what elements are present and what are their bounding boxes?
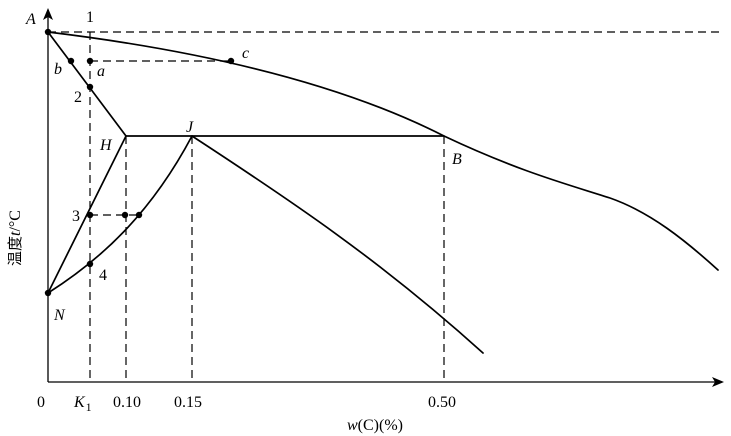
label-A: A bbox=[25, 11, 36, 28]
point-2-dot bbox=[86, 83, 94, 91]
y-axis-label-pre: 温度 bbox=[6, 236, 24, 266]
point-A-dot bbox=[44, 28, 52, 36]
x-tick-k1-sub: 1 bbox=[86, 400, 92, 414]
label-3: 3 bbox=[72, 208, 80, 225]
point-b-dot bbox=[67, 57, 75, 65]
x-tick-k1-base: K bbox=[73, 394, 86, 411]
point-N-dot bbox=[44, 289, 52, 297]
y-axis-label: 温度t/°C bbox=[6, 210, 24, 266]
liquidus-curve bbox=[47, 31, 719, 271]
x-tick-0.50: 0.50 bbox=[428, 394, 456, 411]
label-J: J bbox=[186, 119, 194, 136]
label-4: 4 bbox=[99, 267, 107, 284]
x-tick-k1: K1 bbox=[73, 394, 92, 414]
line-AH bbox=[47, 31, 127, 137]
x-axis-label: w(C)(%) bbox=[347, 417, 403, 434]
x-axis-label-var: w bbox=[347, 417, 358, 434]
x-tick-0.10: 0.10 bbox=[113, 394, 141, 411]
point-3-right-dot bbox=[135, 211, 143, 219]
label-B: B bbox=[452, 151, 462, 168]
point-a-dot bbox=[86, 57, 94, 65]
y-axis-label-unit: /°C bbox=[7, 210, 24, 232]
label-b: b bbox=[54, 61, 62, 78]
label-2: 2 bbox=[74, 89, 82, 106]
label-c: c bbox=[242, 45, 249, 62]
x-tick-0: 0 bbox=[37, 394, 45, 411]
label-a: a bbox=[97, 63, 105, 80]
line-J-down bbox=[191, 135, 484, 354]
point-3-dot bbox=[86, 211, 94, 219]
line-NJ bbox=[47, 135, 193, 294]
point-3-mid-dot bbox=[121, 211, 129, 219]
point-c-dot bbox=[227, 57, 235, 65]
x-axis-label-rest: (C)(%) bbox=[358, 417, 403, 434]
label-H: H bbox=[99, 137, 113, 154]
label-1: 1 bbox=[86, 9, 94, 26]
y-axis-label-var: t bbox=[7, 231, 24, 236]
label-N: N bbox=[53, 307, 66, 324]
point-4-dot bbox=[86, 260, 94, 268]
x-tick-0.15: 0.15 bbox=[174, 394, 202, 411]
